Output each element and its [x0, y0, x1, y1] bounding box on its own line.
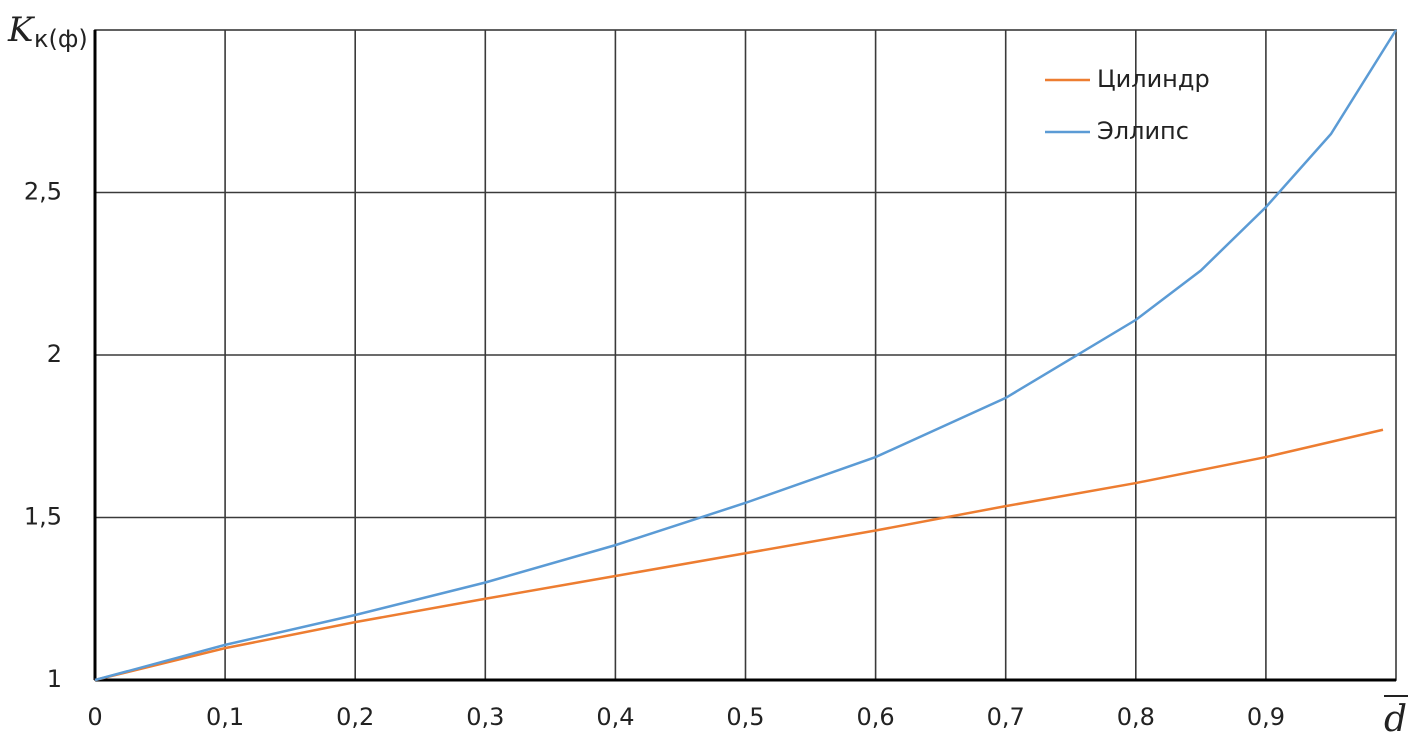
x-tick-label: 0,2	[336, 703, 374, 731]
y-tick-label: 2,5	[24, 178, 62, 206]
line-series	[94, 428, 1384, 682]
x-tick-label: 0,1	[206, 703, 244, 731]
x-tick-label: 0,3	[466, 703, 504, 731]
y-axis-label: K	[7, 10, 36, 50]
x-axis-label: d	[1384, 699, 1407, 740]
y-tick-label: 1	[47, 665, 62, 693]
y-tick-label: 2	[47, 340, 62, 368]
y-axis-label-subscript: к(ф)	[34, 25, 88, 53]
legend-label: Цилиндр	[1097, 65, 1210, 93]
x-tick-label: 0,4	[596, 703, 634, 731]
x-tick-label: 0,7	[987, 703, 1025, 731]
y-tick-label: 1,5	[24, 503, 62, 531]
x-tick-label: 0	[87, 703, 102, 731]
x-tick-label: 0,8	[1117, 703, 1155, 731]
x-tick-label: 0,9	[1247, 703, 1285, 731]
line-series	[94, 29, 1398, 682]
x-tick-label: 0,5	[726, 703, 764, 731]
legend-label: Эллипс	[1097, 117, 1189, 145]
x-tick-label: 0,6	[857, 703, 895, 731]
